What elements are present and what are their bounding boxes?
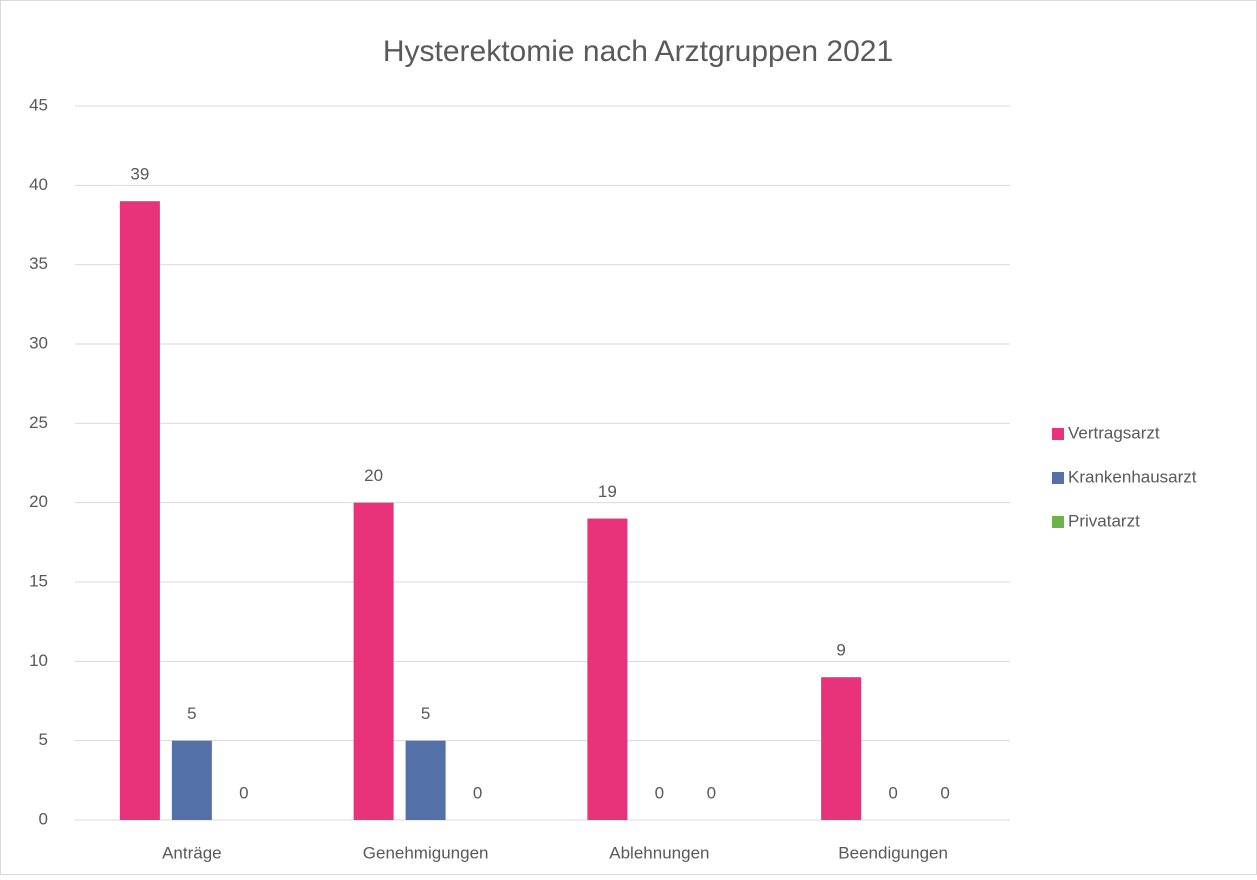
chart-title: Hysterektomie nach Arztgruppen 2021 xyxy=(383,35,893,68)
data-label: 0 xyxy=(888,783,897,802)
data-label: 20 xyxy=(364,466,383,485)
data-label: 19 xyxy=(598,482,617,501)
data-label: 0 xyxy=(707,783,716,802)
data-label: 5 xyxy=(187,704,196,723)
y-tick-label: 45 xyxy=(29,95,48,114)
legend-label: Privatarzt xyxy=(1068,511,1140,530)
bar xyxy=(119,201,160,820)
y-tick-label: 30 xyxy=(29,333,48,352)
data-label: 9 xyxy=(836,641,845,660)
y-tick-label: 10 xyxy=(29,651,48,670)
y-tick-label: 0 xyxy=(39,809,48,828)
y-tick-label: 40 xyxy=(29,175,48,194)
bar xyxy=(171,740,212,820)
data-label: 5 xyxy=(421,704,430,723)
data-label: 0 xyxy=(473,783,482,802)
y-tick-label: 35 xyxy=(29,254,48,273)
legend-label: Vertragsarzt xyxy=(1068,423,1160,442)
legend-label: Krankenhausarzt xyxy=(1068,467,1197,486)
bar xyxy=(821,677,862,820)
data-label: 0 xyxy=(655,783,664,802)
x-tick-label: Genehmigungen xyxy=(363,843,489,862)
x-tick-label: Ablehnungen xyxy=(609,843,709,862)
y-tick-label: 5 xyxy=(39,730,48,749)
bar xyxy=(587,518,628,820)
legend-swatch xyxy=(1052,516,1064,528)
x-tick-label: Beendigungen xyxy=(838,843,948,862)
y-tick-label: 25 xyxy=(29,413,48,432)
y-tick-label: 15 xyxy=(29,571,48,590)
data-label: 0 xyxy=(239,783,248,802)
legend-swatch xyxy=(1052,428,1064,440)
x-tick-label: Anträge xyxy=(162,843,222,862)
legend-swatch xyxy=(1052,472,1064,484)
bar xyxy=(353,502,394,820)
data-label: 0 xyxy=(940,783,949,802)
data-label: 39 xyxy=(130,165,149,184)
y-tick-label: 20 xyxy=(29,492,48,511)
bar xyxy=(405,740,446,820)
